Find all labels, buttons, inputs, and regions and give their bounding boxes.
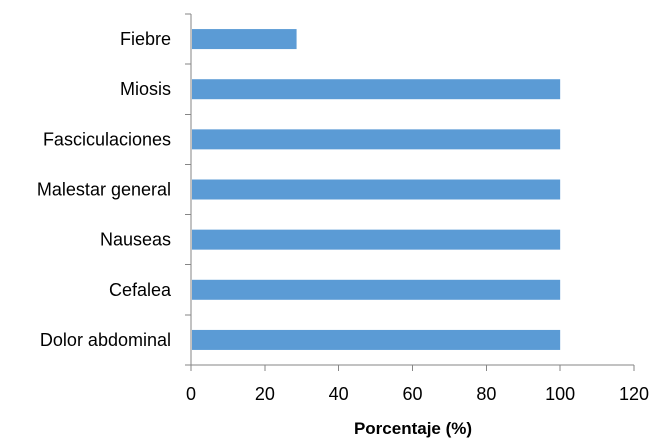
bar-6 xyxy=(192,329,561,350)
category-label-1: Miosis xyxy=(120,79,171,99)
bars-group xyxy=(192,29,561,350)
x-tick-label-6: 120 xyxy=(619,384,649,404)
bar-0 xyxy=(192,29,297,50)
x-tick-label-1: 20 xyxy=(255,384,275,404)
bar-1 xyxy=(192,79,561,100)
x-tick-label-0: 0 xyxy=(186,384,196,404)
category-labels: Fiebre Miosis Fasciculaciones Malestar gene… xyxy=(37,29,172,350)
x-tick-label-2: 40 xyxy=(329,384,349,404)
category-label-5: Cefalea xyxy=(109,280,172,300)
bar-3 xyxy=(192,179,561,200)
x-tick-label-4: 80 xyxy=(476,384,496,404)
category-label-4: Nauseas xyxy=(100,230,171,250)
x-tick-labels: 0 20 40 60 80 100 120 xyxy=(186,384,649,404)
bar-4 xyxy=(192,229,561,250)
x-tick-label-3: 60 xyxy=(402,384,422,404)
category-label-2: Fasciculaciones xyxy=(43,129,171,149)
x-axis-title: Porcentaje (%) xyxy=(354,419,472,438)
axes xyxy=(185,13,635,371)
category-label-6: Dolor abdominal xyxy=(40,330,171,350)
category-label-3: Malestar general xyxy=(37,180,171,200)
x-tick-label-5: 100 xyxy=(545,384,575,404)
bar-2 xyxy=(192,129,561,150)
category-label-0: Fiebre xyxy=(120,29,171,49)
bar-5 xyxy=(192,279,561,300)
